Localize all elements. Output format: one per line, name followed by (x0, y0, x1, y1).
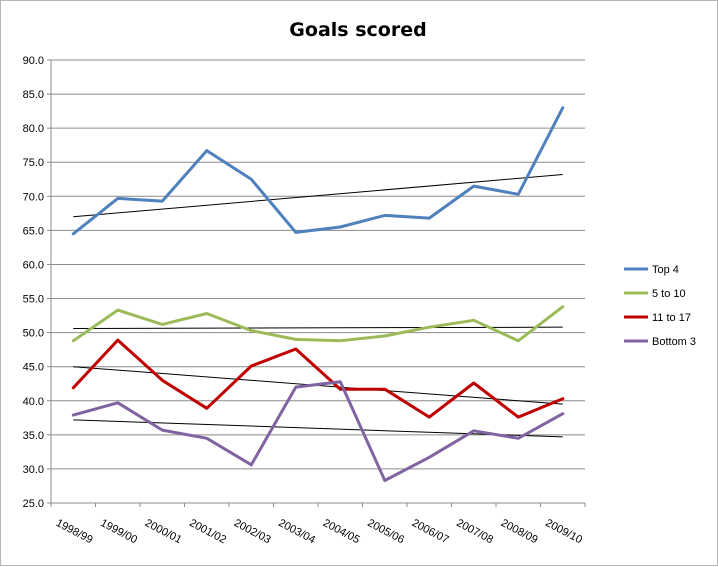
y-tick-label: 65.0 (23, 225, 44, 237)
trendline (73, 419, 563, 438)
y-tick-label: 55.0 (23, 294, 44, 306)
y-tick-label: 45.0 (23, 362, 44, 374)
y-tick-label: 40.0 (23, 396, 44, 408)
y-tick-label: 60.0 (23, 259, 44, 271)
chart-title: Goals scored (289, 19, 426, 41)
x-tick-label: 2007/08 (454, 517, 495, 546)
trendline (73, 326, 563, 330)
x-tick-label: 2009/10 (543, 517, 584, 546)
trendline (73, 174, 563, 218)
legend-label: Top 4 (652, 264, 679, 276)
y-tick-label: 85.0 (23, 89, 44, 101)
x-tick-label: 2005/06 (365, 517, 406, 546)
legend-label: Bottom 3 (652, 336, 696, 348)
x-tick-label: 2006/07 (410, 517, 451, 546)
x-axis-tick-labels: 1998/99 1999/00 2000/01 2001/02 2002/03 2003/… (54, 517, 584, 546)
y-tick-label: 80.0 (23, 123, 44, 135)
y-tick-label: 35.0 (23, 430, 44, 442)
series-lines (71, 106, 565, 482)
axes (50, 60, 586, 507)
x-tick-label: 2001/02 (187, 517, 228, 546)
x-tick-label: 1999/00 (98, 517, 139, 546)
x-tick-label: 2000/01 (143, 517, 184, 546)
x-tick-label: 2003/04 (276, 517, 317, 546)
x-tick-label: 1998/99 (54, 517, 95, 546)
series-line (71, 380, 565, 482)
series-line (71, 106, 565, 236)
y-tick-label: 70.0 (23, 191, 44, 203)
y-axis-tick-labels: 25.0 30.0 35.0 40.0 45.0 50.0 55.0 60.0 65.0 70.0… (23, 55, 44, 510)
legend-label: 11 to 17 (652, 312, 691, 324)
y-tick-label: 50.0 (23, 328, 44, 340)
series-line (71, 338, 565, 419)
series-line (71, 305, 565, 343)
trendlines (73, 174, 563, 438)
x-tick-label: 2004/05 (321, 517, 362, 546)
legend-label: 5 to 10 (652, 288, 686, 300)
y-tick-label: 90.0 (23, 55, 44, 67)
legend: Top 4 5 to 10 11 to 17 Bottom 3 (624, 264, 696, 348)
y-tick-label: 30.0 (23, 464, 44, 476)
x-tick-label: 2008/09 (499, 517, 540, 546)
y-tick-label: 25.0 (23, 498, 44, 510)
y-tick-label: 75.0 (23, 157, 44, 169)
x-tick-label: 2002/03 (232, 517, 273, 546)
